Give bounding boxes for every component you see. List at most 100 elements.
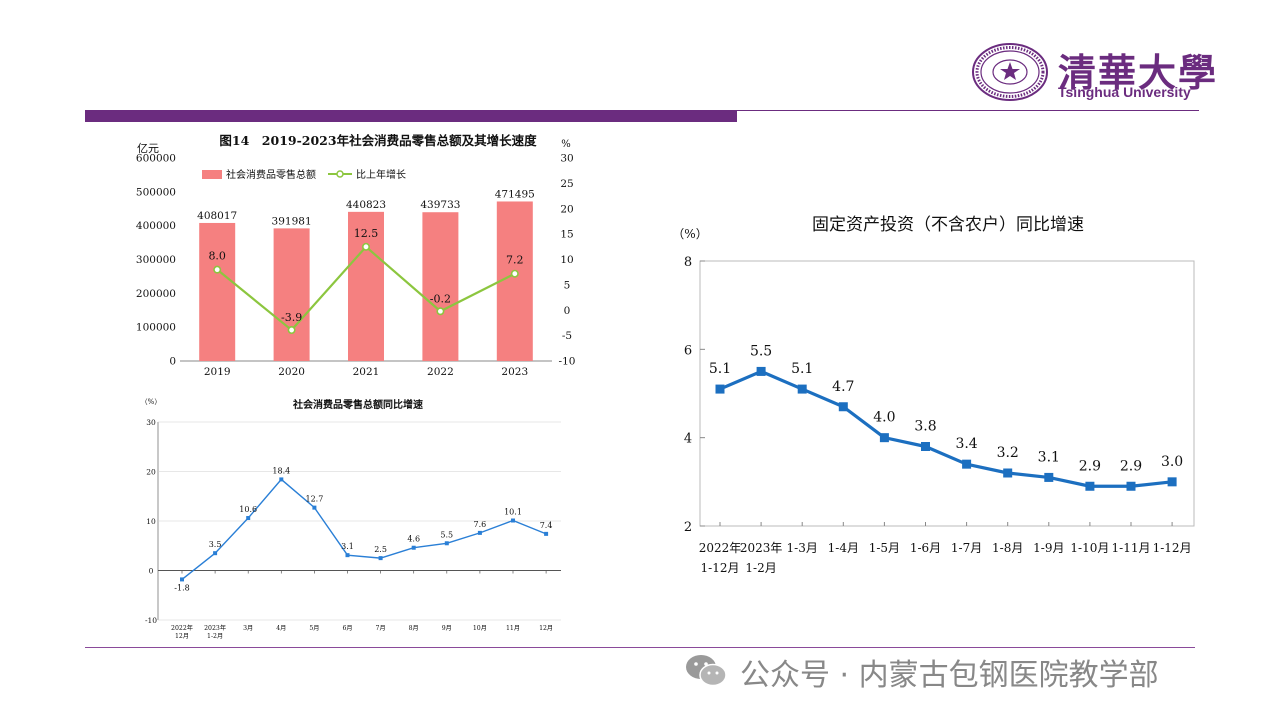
x-tick-label: 2022年 [171, 624, 193, 632]
growth-point [1126, 481, 1136, 491]
growth-point [511, 518, 515, 523]
bar [273, 228, 310, 361]
growth-point [510, 269, 519, 278]
y-tick-label: 30 [146, 418, 156, 427]
growth-point [279, 477, 284, 482]
legend-line-marker [336, 170, 344, 178]
growth-point [477, 530, 482, 535]
x-tick-label: 1-12月 [701, 561, 740, 575]
x-tick-label: 9月 [442, 625, 452, 632]
growth-point [544, 531, 549, 536]
x-tick-label: 12月 [539, 625, 553, 632]
x-tick-label: 3月 [243, 625, 253, 632]
legend-line-label: 比上年增长 [356, 168, 406, 181]
x-tick-label: 10月 [473, 625, 487, 632]
growth-point [287, 326, 296, 335]
x-tick-label: 8月 [409, 625, 419, 632]
chart-title: 图14 2019-2023年社会消费品零售总额及其增长速度 [219, 133, 537, 148]
y-tick-label: 2 [684, 520, 692, 535]
bar-value-label: 471495 [495, 188, 535, 200]
growth-value-label: 2.5 [374, 545, 387, 554]
growth-value-label: 3.1 [341, 542, 354, 551]
y-tick-label: 500000 [136, 186, 176, 198]
growth-point [312, 505, 317, 510]
fixed-asset-investment-line-chart: 固定资产投资（不含农户）同比增速 （%） 8 6 4 2 5.1 5.5 5.1 4.7 4.… [660, 200, 1210, 590]
growth-point [378, 556, 383, 561]
growth-value-label: 3.2 [997, 445, 1019, 461]
growth-value-label: 4.6 [407, 535, 420, 544]
x-tick-label: 1-5月 [869, 541, 900, 555]
growth-value-label: 3.4 [955, 436, 977, 452]
growth-value-label: 7.6 [474, 520, 487, 529]
x-tick-label: 5月 [309, 625, 319, 632]
y-tick-label: -10 [145, 616, 157, 625]
y-tick-label: 0 [149, 567, 154, 576]
growth-value-label: 10.1 [504, 508, 522, 517]
y2-tick-label: 20 [560, 203, 573, 215]
y2-tick-label: 5 [564, 279, 571, 291]
growth-value-label: -1.8 [174, 583, 189, 592]
growth-point [180, 577, 184, 582]
growth-value-label: -3.9 [281, 311, 302, 324]
x-tick-label: 2023年 [740, 541, 783, 555]
y-tick-label: 6 [684, 343, 692, 358]
x-tick-label: 1-2月 [745, 561, 776, 575]
growth-point [1003, 468, 1013, 478]
chart-title: 社会消费品零售总额同比增速 [292, 398, 423, 411]
growth-value-label: 4.0 [873, 410, 895, 426]
x-tick-label: 7月 [376, 625, 386, 632]
x-tick-label: 4月 [276, 625, 286, 632]
y2-tick-label: 25 [560, 178, 573, 190]
y2-tick-label: -10 [559, 356, 576, 368]
growth-point [962, 459, 972, 469]
x-tick-label: 1-8月 [992, 541, 1023, 555]
y2-tick-label: 15 [560, 229, 573, 241]
growth-value-label: 10.6 [239, 505, 257, 514]
y-tick-label: 200000 [136, 288, 176, 300]
growth-value-label: 12.5 [354, 227, 379, 240]
y2-axis-label: % [561, 139, 571, 150]
growth-value-label: 3.8 [914, 419, 936, 435]
growth-point [1085, 481, 1095, 491]
growth-value-label: 8.0 [208, 250, 226, 263]
growth-value-label: 5.1 [709, 361, 731, 377]
x-tick-label: 2021 [353, 366, 380, 378]
bar [199, 222, 236, 361]
x-tick-label: 11月 [506, 625, 520, 632]
legend-bar-label: 社会消费品零售总额 [226, 168, 316, 181]
growth-value-label: 3.5 [209, 540, 222, 549]
growth-value-label: 5.5 [750, 343, 772, 359]
header-accent-line [737, 110, 1199, 111]
bar-value-label: 408017 [197, 210, 237, 222]
growth-point [444, 541, 449, 546]
y-tick-label: 300000 [136, 254, 176, 266]
y-axis-label: 亿元 [137, 142, 159, 155]
growth-point [921, 442, 930, 451]
header-accent-bar [85, 110, 737, 122]
retail-sales-bar-chart: 图14 2019-2023年社会消费品零售总额及其增长速度 亿元 % 60000… [130, 128, 586, 384]
growth-value-label: 3.1 [1038, 449, 1060, 465]
growth-value-label: 5.5 [440, 530, 453, 539]
y2-tick-label: 30 [560, 153, 573, 165]
y-tick-label: 100000 [136, 322, 176, 334]
wechat-icon [686, 655, 727, 687]
growth-point [362, 242, 371, 251]
x-tick-label: 1-6月 [910, 541, 941, 555]
growth-value-label: 12.7 [305, 495, 323, 504]
growth-value-label: 18.4 [272, 466, 290, 475]
x-tick-label: 2020 [278, 366, 305, 378]
growth-line [181, 478, 547, 580]
growth-point [246, 516, 251, 521]
growth-point [797, 384, 807, 394]
bar [422, 212, 459, 361]
x-tick-label: 1-7月 [951, 541, 982, 555]
bar-value-label: 391981 [272, 215, 312, 227]
x-tick-label: 6月 [342, 625, 352, 632]
x-tick-label: 2023 [501, 366, 528, 378]
plot-frame [699, 260, 1195, 527]
growth-value-label: 7.2 [506, 254, 524, 267]
watermark-text: 公众号 · 内蒙古包钢医院教学部 [740, 658, 1159, 693]
logo-english-name: Tsinghua University [1058, 84, 1191, 100]
y-tick-label: 4 [684, 432, 692, 447]
growth-value-label: 2.9 [1120, 458, 1142, 474]
